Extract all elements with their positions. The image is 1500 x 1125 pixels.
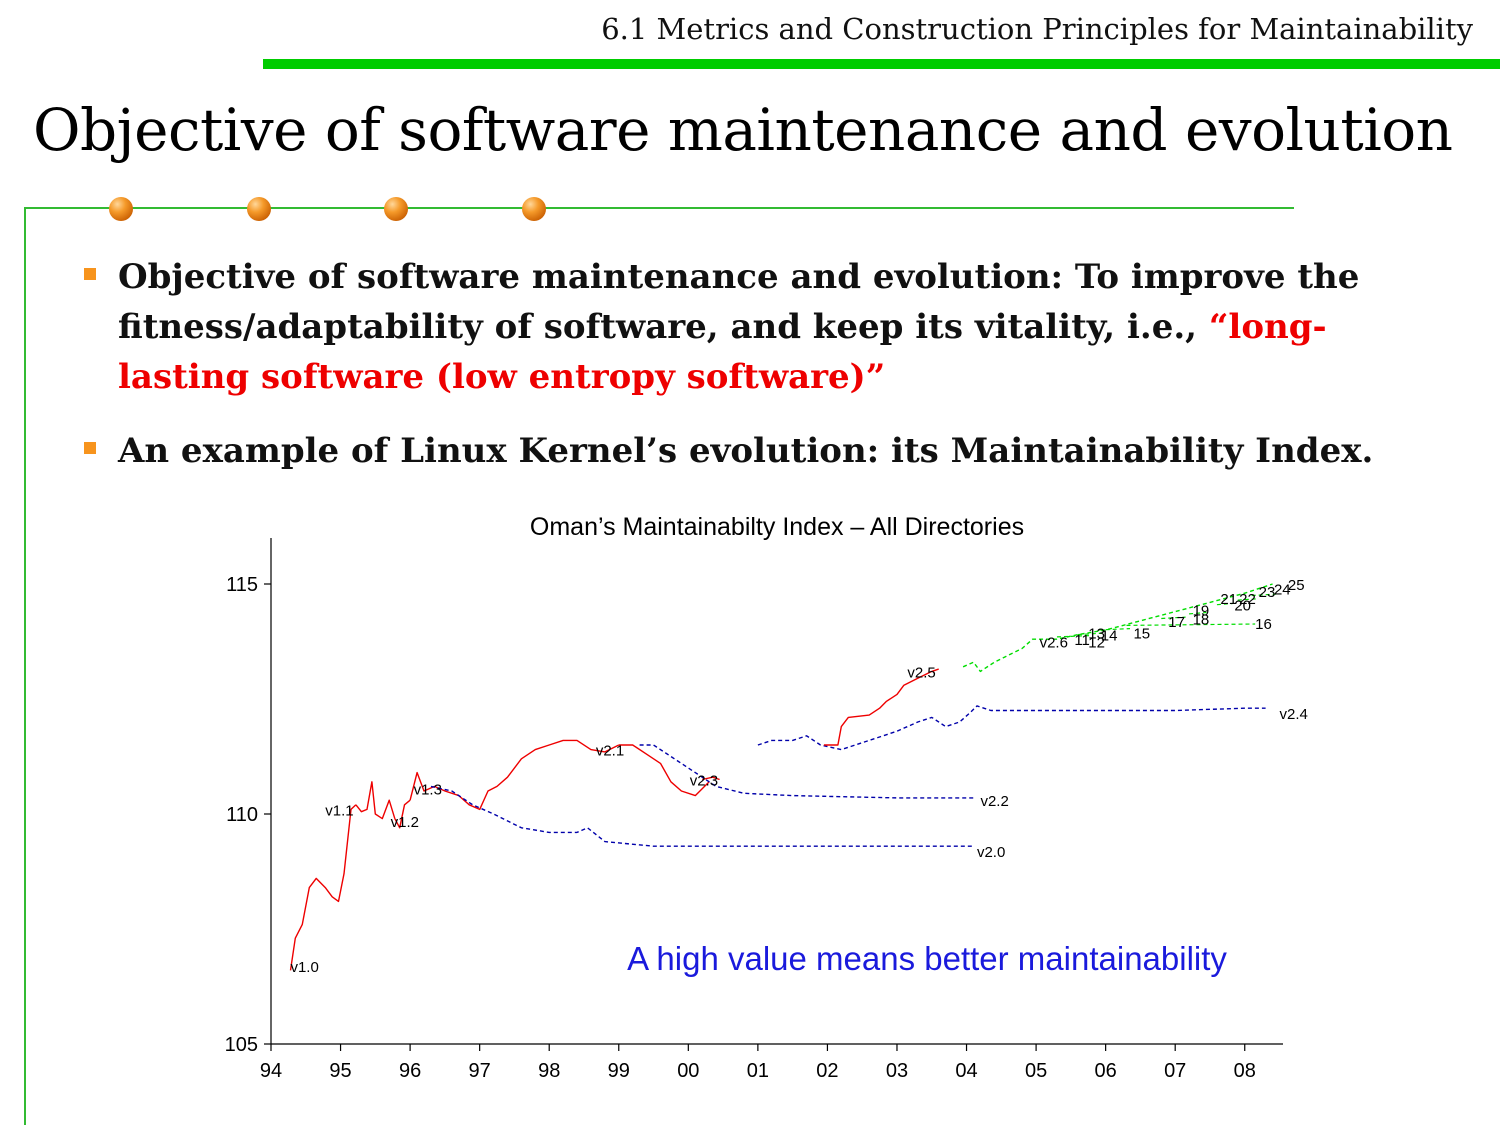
orange-ball-decoration — [247, 197, 271, 221]
minor-release-line — [1189, 611, 1207, 615]
x-tick-label: 04 — [955, 1060, 977, 1082]
series-line-v2-1 — [618, 744, 710, 797]
bullet-objective-highlight: “long-lasting software (low entropy soft… — [118, 307, 1327, 397]
series-label: v2.4 — [1280, 706, 1308, 723]
version-label: 25 — [1288, 577, 1305, 594]
minor-release-line — [1237, 598, 1259, 601]
version-label: 21 — [1220, 591, 1237, 608]
minor-release-line — [1126, 623, 1256, 626]
series-label: v2.2 — [980, 793, 1008, 810]
header-title: 6.1 Metrics and Construction Principles … — [601, 12, 1473, 46]
maintainability-index-chart: v1.0 v1.1 v1.2 v1.3 v2.0 v2.1 v2.2 v2.3 v2.4 v2.5… — [225, 513, 1308, 1082]
series-label: v1.1 — [325, 802, 353, 819]
x-tick-label: 99 — [608, 1060, 630, 1082]
x-tick-label: 00 — [677, 1060, 699, 1082]
x-tick-label: 06 — [1095, 1060, 1117, 1082]
x-tick-label: 03 — [886, 1060, 908, 1082]
series-line-v2-6 — [962, 583, 1273, 673]
series-line-v1-0 — [289, 804, 357, 971]
series-line-v2-2 — [639, 744, 974, 799]
x-tick-label: 94 — [260, 1060, 282, 1082]
version-label: 11 — [1074, 632, 1090, 649]
bullet-example-text: An example of Linux Kernel’s evolution: … — [118, 431, 1374, 471]
minor-release-line — [1216, 602, 1235, 606]
frame-top-line — [24, 207, 1294, 209]
version-label: 18 — [1193, 612, 1210, 629]
version-label: 24 — [1274, 582, 1291, 599]
version-label: 14 — [1101, 628, 1118, 645]
y-tick-label: 105 — [225, 1034, 258, 1056]
version-label: 13 — [1088, 625, 1105, 642]
y-tick-label: 110 — [226, 804, 258, 826]
bullet-objective: Objective of software maintenance and ev… — [84, 252, 1404, 402]
x-tick-label: 97 — [469, 1060, 491, 1082]
bullet-objective-text: Objective of software maintenance and ev… — [118, 257, 1360, 347]
version-label: 15 — [1133, 625, 1150, 642]
series-line-v2-3 — [702, 776, 720, 781]
version-label: 16 — [1255, 616, 1272, 633]
series-label: v2.1 — [596, 743, 624, 760]
series-label: v2.6 — [1040, 635, 1068, 652]
chart-title: Oman’s Maintainabilty Index – All Direct… — [530, 513, 1024, 541]
x-tick-label: 07 — [1164, 1060, 1186, 1082]
frame-left-line — [24, 207, 26, 1125]
header-green-bar — [263, 59, 1500, 69]
x-tick-label: 96 — [399, 1060, 421, 1082]
y-tick-label: 115 — [226, 574, 258, 596]
x-tick-label: 05 — [1025, 1060, 1047, 1082]
series-line-v2-0 — [430, 785, 974, 847]
bullet-example: An example of Linux Kernel’s evolution: … — [84, 426, 1404, 476]
x-tick-label: 98 — [538, 1060, 560, 1082]
version-label: 23 — [1259, 584, 1276, 601]
minor-release-line — [1098, 628, 1131, 631]
orange-ball-decoration — [384, 197, 408, 221]
version-label: 22 — [1239, 591, 1256, 608]
x-tick-label: 95 — [329, 1060, 351, 1082]
series-line-v2-5 — [823, 668, 939, 746]
version-label: 20 — [1234, 598, 1251, 615]
version-label: 19 — [1193, 602, 1210, 619]
series-label: v2.5 — [907, 664, 935, 681]
chart-annotation: A high value means better maintainabilit… — [627, 940, 1227, 977]
version-label: 12 — [1088, 635, 1105, 652]
series-label: v1.3 — [414, 782, 442, 799]
series-line-v2-4 — [757, 705, 1266, 751]
series-line-v1-3 — [409, 739, 620, 811]
bullet-square-icon — [84, 442, 96, 454]
bullet-square-icon — [84, 268, 96, 280]
x-tick-label: 02 — [816, 1060, 838, 1082]
version-label: 17 — [1168, 614, 1185, 631]
series-line-v1-1 — [355, 781, 396, 820]
series-label: v1.0 — [290, 959, 318, 976]
series-label: v2.3 — [690, 773, 718, 790]
x-tick-label: 08 — [1234, 1060, 1256, 1082]
slide-title: Objective of software maintenance and ev… — [33, 96, 1453, 164]
x-tick-label: 01 — [747, 1060, 769, 1082]
series-label: v2.0 — [977, 844, 1005, 861]
series-label: v1.2 — [391, 814, 419, 831]
orange-ball-decoration — [522, 197, 546, 221]
orange-ball-decoration — [109, 197, 133, 221]
series-line-v1-2 — [394, 799, 411, 829]
minor-release-line — [1056, 634, 1092, 638]
